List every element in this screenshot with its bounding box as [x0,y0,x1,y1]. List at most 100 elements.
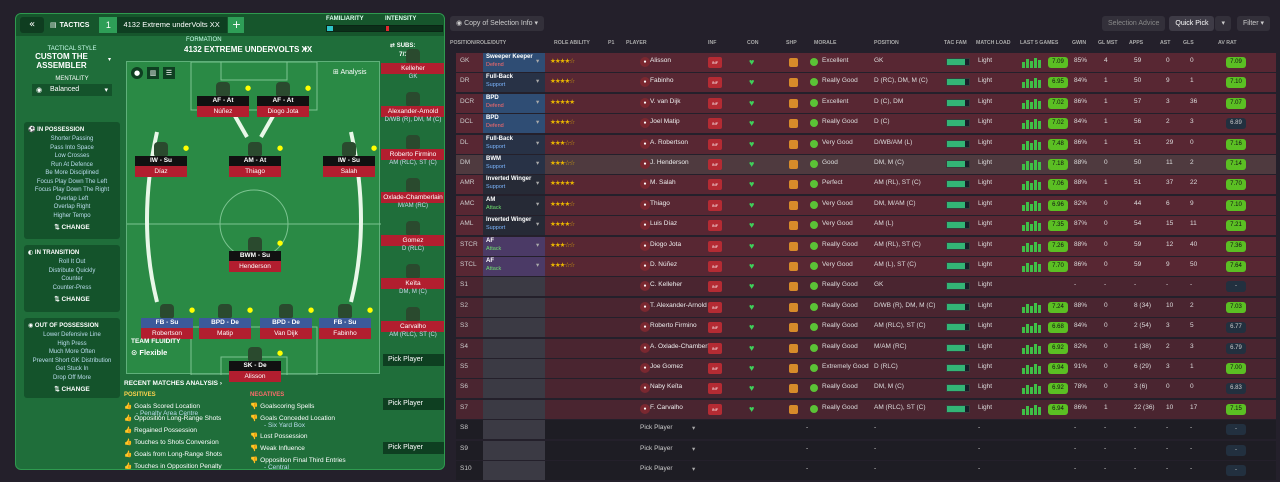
table-row[interactable]: AMC AM Attack ▾ ★★★★☆ ● Thiago INF ♥ Very Good DM,… [456,195,1276,215]
player-name[interactable]: Joe Gomez [650,363,684,370]
column-header[interactable]: SHP [786,40,797,46]
table-row[interactable]: DR Full-Back Support ▾ ★★★★☆ ● Fabinho INF ♥ Real… [456,73,1276,93]
table-row[interactable]: GK Sweeper Keeper Defend ▾ ★★★★☆ ● Alisson INF ♥… [456,53,1276,72]
pitch-player[interactable]: FB - Su Fabinho [319,304,371,339]
column-header[interactable]: GL MST [1098,40,1118,46]
role-duty-cell[interactable]: AF Attack [483,257,545,276]
column-header[interactable]: PLAYER [626,40,647,46]
chevron-down-icon[interactable]: ▾ [536,240,540,249]
chevron-down-icon[interactable]: ▾ [536,118,540,127]
player-name[interactable]: D. Núñez [650,261,678,268]
tactic-slot-number[interactable]: 1 [99,17,118,33]
column-header[interactable]: MORALE [814,40,837,46]
pick-player-select[interactable]: Pick Player [383,442,444,454]
tactical-style-name[interactable]: CUSTOM THE ASSEMBLER [35,52,88,70]
player-name[interactable]: M. Salah [650,179,676,187]
intensity-bar[interactable] [385,25,443,32]
table-row[interactable]: S4 ● A. Oxlade-Chamberlain INF ♥ Really Good M… [456,338,1276,358]
chevron-down-icon[interactable]: ▾ [536,97,540,106]
player-name[interactable]: Diogo Jota [650,240,682,248]
sub-player[interactable]: Alexander-Arnold D/WB (R), DM, M (C) [381,92,444,123]
column-header[interactable]: INF [708,40,717,46]
mentality-select[interactable]: ◉ Balanced ▾ [32,84,112,96]
pick-player-select[interactable]: Pick Player [640,465,673,472]
chevron-down-icon[interactable]: ▾ [536,199,540,208]
column-header[interactable]: TAC FAM [944,40,967,46]
chevron-down-icon[interactable]: ▾ [536,138,540,147]
role-duty-cell[interactable]: Inverted Winger Support [483,216,545,236]
familiarity-bar[interactable] [326,25,392,32]
player-name[interactable]: A. Oxlade-Chamberlain [650,342,718,350]
sub-player[interactable]: Carvalho AM (RLC), ST (C) [381,307,444,338]
column-header[interactable]: GLS [1183,40,1194,46]
add-tactic-button[interactable]: + [228,17,245,33]
in-transition-change-button[interactable]: ⇅ CHANGE [54,296,90,303]
role-duty-cell[interactable]: AM Attack [483,195,545,215]
player-name[interactable]: V. van Dijk [650,97,681,105]
pitch-player[interactable]: BPD - De Matip [199,304,251,339]
chevron-down-icon[interactable]: ▾ [536,57,540,65]
player-name[interactable]: Roberto Firmino [650,322,697,330]
filter-button[interactable]: Filter ▾ [1236,15,1270,31]
chevron-down-icon[interactable]: ▾ [536,261,540,269]
role-duty-cell[interactable]: Full-Back Support [483,73,545,93]
column-header[interactable]: GWIN [1072,40,1087,46]
column-header[interactable]: ROLE ABILITY [554,40,590,46]
table-row[interactable]: S9 Pick Player ▾ - - - - - - - - - [456,440,1276,460]
role-duty-cell[interactable]: Inverted Winger Support [483,175,545,195]
table-row[interactable]: S3 ● Roberto Firmino INF ♥ Really Good AM (RLC… [456,318,1276,338]
pitch-player[interactable]: IW - Su Salah [323,142,375,177]
player-name[interactable]: C. Kelleher [650,281,683,289]
formation-name[interactable]: 4132 EXTREME UNDERVOLTS XX [184,45,313,54]
column-header[interactable]: AST [1160,40,1171,46]
out-possession-change-button[interactable]: ⇅ CHANGE [54,386,90,393]
role-duty-cell[interactable]: BPD Defend [483,93,545,113]
pick-player-select[interactable]: Pick Player [383,354,444,366]
player-name[interactable]: Alisson [650,57,671,64]
player-name[interactable]: J. Henderson [650,159,689,166]
chevron-down-icon[interactable]: ▾ [692,465,696,473]
table-row[interactable]: AML Inverted Winger Support ▾ ★★★★☆ ● Luis Día… [456,216,1276,236]
pitch-player[interactable]: AM - At Thiago [229,142,281,177]
column-header[interactable]: P1 [608,40,615,46]
chevron-down-icon[interactable]: ▾ [108,56,112,63]
pick-player-select[interactable]: Pick Player [383,398,444,410]
sub-player[interactable]: Gomez D (RLC) [381,221,444,252]
sub-player[interactable]: Keïta DM, M (C) [381,264,444,295]
back-button[interactable]: « [20,17,44,33]
pitch-player[interactable]: IW - Su Díaz [135,142,187,177]
in-possession-change-button[interactable]: ⇅ CHANGE [54,224,90,231]
table-row[interactable]: S7 ● F. Carvalho INF ♥ Really Good AM (RLC), S… [456,399,1276,419]
table-row[interactable]: DM BWM Support ▾ ★★★☆☆ ● J. Henderson INF ♥ Good D… [456,155,1276,174]
pitch-player[interactable]: FB - Su Robertson [141,304,193,339]
quick-pick-chevron-icon[interactable]: ▾ [1215,15,1231,31]
sub-player[interactable]: Oxlade-Chamberlain M/AM (RC) [381,178,444,209]
table-row[interactable]: DCR BPD Defend ▾ ★★★★★ ● V. van Dijk INF ♥ Excell… [456,93,1276,113]
quick-pick-button[interactable]: Quick Pick [1169,15,1215,31]
table-row[interactable]: S2 ● T. Alexander-Arnold INF ♥ Really Good D/W… [456,297,1276,317]
pitch-player[interactable]: AF - At Núñez [197,82,249,117]
list-icon[interactable]: ☰ [163,67,175,79]
table-row[interactable]: S1 ● C. Kelleher INF ♥ Really Good GK Light - - - -… [456,277,1276,297]
copy-selection-button[interactable]: ◉ Copy of Selection Info ▾ [450,15,545,31]
player-name[interactable]: Thiago [650,199,670,207]
player-name[interactable]: Luis Díaz [650,220,678,228]
table-row[interactable]: AMR Inverted Winger Support ▾ ★★★★★ ● M. Salah… [456,175,1276,195]
table-row[interactable]: DL Full-Back Support ▾ ★★★☆☆ ● A. Robertson INF… [456,134,1276,154]
recent-matches-title[interactable]: RECENT MATCHES ANALYSIS › [124,380,223,387]
role-duty-cell[interactable]: BWM Support [483,155,545,174]
column-header[interactable]: POSITION [874,40,899,46]
chevron-down-icon[interactable]: ▾ [536,77,540,86]
pitch-player[interactable]: BWM - Su Henderson [229,237,281,272]
selection-advice-button[interactable]: Selection Advice [1102,15,1166,31]
column-header[interactable]: LAST 5 GAMES [1020,40,1059,46]
stats-icon[interactable]: ▥ [147,67,159,79]
pitch-player[interactable]: AF - At Diogo Jota [257,82,309,117]
table-row[interactable]: STCL AF Attack ▾ ★★★☆☆ ● D. Núñez INF ♥ Very Good… [456,257,1276,276]
column-header[interactable]: POSITION/ROLE/DUTY [450,40,507,46]
chevron-down-icon[interactable]: ▾ [692,444,696,453]
pitch-player[interactable]: BPD - De Van Dijk [260,304,312,339]
analysis-button[interactable]: ⊞ Analysis [333,68,367,76]
chevron-down-icon[interactable]: ▾ [692,424,696,433]
table-row[interactable]: DCL BPD Defend ▾ ★★★★☆ ● Joel Matip INF ♥ Really … [456,114,1276,134]
